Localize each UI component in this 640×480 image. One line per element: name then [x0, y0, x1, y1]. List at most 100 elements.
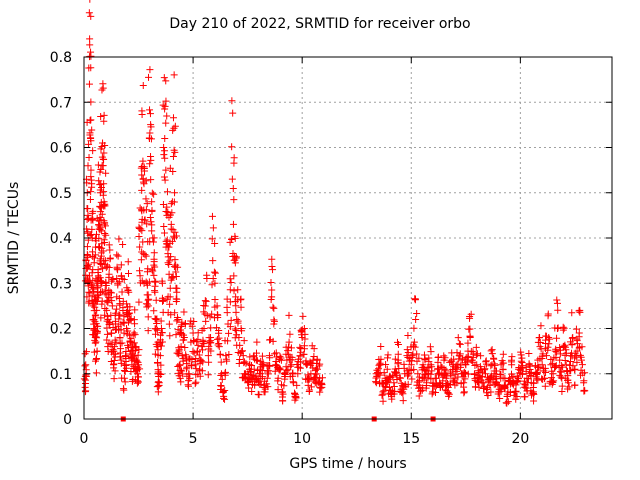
data-point [190, 318, 198, 326]
data-point [453, 379, 461, 387]
data-point [207, 347, 215, 355]
data-point [173, 284, 181, 292]
data-point [144, 313, 152, 321]
data-point [509, 373, 517, 381]
data-point [136, 243, 144, 251]
data-point [151, 287, 159, 295]
data-point [216, 350, 224, 358]
data-point [134, 351, 142, 359]
data-point [141, 216, 149, 224]
data-point [158, 279, 166, 287]
data-point [139, 157, 147, 165]
data-point [101, 289, 109, 297]
data-point [233, 315, 241, 323]
data-point [149, 267, 157, 275]
data-point [97, 183, 105, 191]
data-point [110, 360, 118, 368]
data-point [111, 343, 119, 351]
data-point [168, 237, 176, 245]
data-point [211, 269, 219, 277]
data-point [104, 299, 112, 307]
data-point [94, 284, 102, 292]
data-point [413, 357, 421, 365]
data-point [92, 326, 100, 334]
data-point [219, 388, 227, 396]
data-point [538, 354, 546, 362]
data-point [100, 156, 108, 164]
data-point [113, 251, 121, 259]
data-point [253, 349, 261, 357]
data-point [248, 388, 256, 396]
data-point [232, 302, 240, 310]
data-point [147, 135, 155, 143]
data-point [551, 363, 559, 371]
data-point [232, 254, 240, 262]
data-point [538, 361, 546, 369]
data-point [269, 266, 277, 274]
data-point [296, 364, 304, 372]
data-point [142, 177, 150, 185]
data-point [249, 353, 257, 361]
data-point [545, 334, 553, 342]
data-point [467, 356, 475, 364]
data-point [171, 122, 179, 130]
data-point [379, 397, 387, 405]
data-point [146, 213, 154, 221]
data-point [118, 288, 126, 296]
data-point [142, 206, 150, 214]
data-point [561, 357, 569, 365]
data-point [286, 362, 294, 370]
data-point [288, 353, 296, 361]
data-point [97, 216, 105, 224]
data-point [173, 232, 181, 240]
data-point [165, 260, 173, 268]
data-point [284, 347, 292, 355]
data-point [226, 323, 234, 331]
data-point [286, 330, 294, 338]
data-point [166, 257, 174, 265]
data-point [93, 322, 101, 330]
data-point [440, 365, 448, 373]
data-point [101, 222, 109, 230]
data-point [155, 370, 163, 378]
data-point [91, 312, 99, 320]
x-tick-label: 5 [189, 431, 198, 447]
data-point [517, 351, 525, 359]
data-point [382, 360, 390, 368]
data-point [183, 360, 191, 368]
data-point [150, 234, 158, 242]
data-point [89, 216, 97, 224]
data-point [307, 374, 315, 382]
data-point [96, 224, 104, 232]
data-point [558, 388, 566, 396]
data-point [84, 228, 92, 236]
data-point [99, 247, 107, 255]
data-point [87, 134, 95, 142]
data-point [207, 339, 215, 347]
data-point [146, 106, 154, 114]
data-point [102, 231, 110, 239]
data-point [464, 339, 472, 347]
data-point [268, 286, 276, 294]
data-point [171, 309, 179, 317]
data-point [460, 383, 468, 391]
data-point [148, 221, 156, 229]
data-point [281, 375, 289, 383]
data-point [99, 80, 107, 88]
data-point [137, 225, 145, 233]
data-point [241, 374, 249, 382]
data-point [267, 296, 275, 304]
data-point [225, 329, 233, 337]
data-point [113, 305, 121, 313]
data-point [113, 263, 121, 271]
data-point [573, 358, 581, 366]
data-point [97, 314, 105, 322]
data-point [554, 306, 562, 314]
data-point [171, 148, 179, 156]
data-point [477, 352, 485, 360]
data-point [443, 379, 451, 387]
data-point [144, 265, 152, 273]
data-point [130, 352, 138, 360]
data-point [137, 256, 145, 264]
data-point [150, 271, 158, 279]
